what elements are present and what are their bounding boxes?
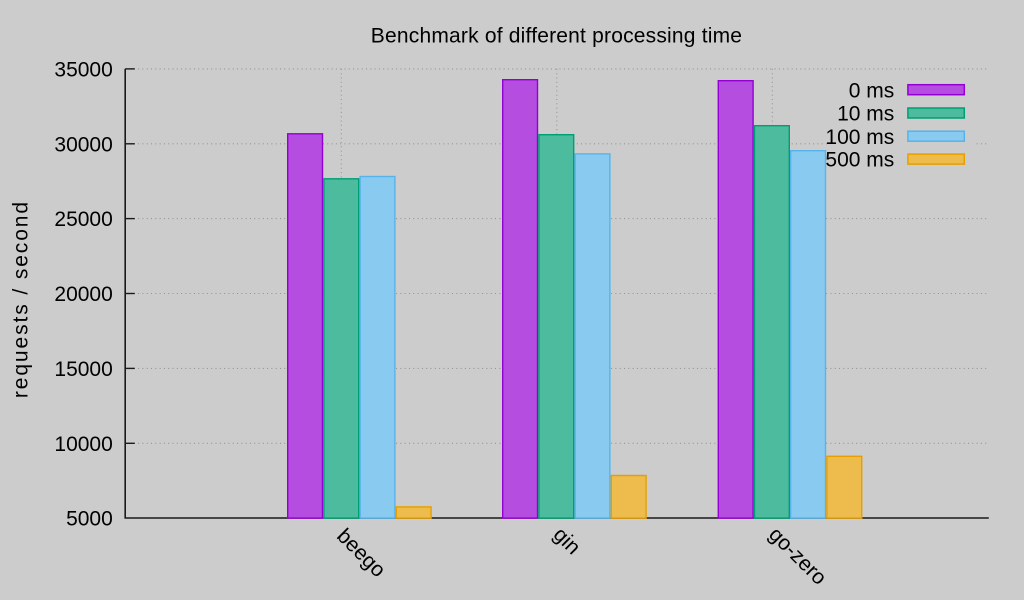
svg-text:10 ms: 10 ms	[837, 103, 894, 126]
svg-text:100 ms: 100 ms	[825, 126, 894, 149]
svg-text:25000: 25000	[54, 208, 112, 231]
svg-text:30000: 30000	[54, 133, 112, 156]
svg-text:5000: 5000	[66, 508, 113, 531]
svg-text:requests / second: requests / second	[10, 200, 33, 398]
svg-text:500 ms: 500 ms	[825, 149, 894, 172]
svg-text:15000: 15000	[54, 358, 112, 381]
svg-text:0 ms: 0 ms	[849, 79, 895, 102]
svg-text:Benchmark of different process: Benchmark of different processing time	[371, 25, 742, 48]
svg-text:20000: 20000	[54, 283, 112, 306]
svg-text:10000: 10000	[54, 433, 112, 456]
svg-text:35000: 35000	[54, 59, 112, 82]
